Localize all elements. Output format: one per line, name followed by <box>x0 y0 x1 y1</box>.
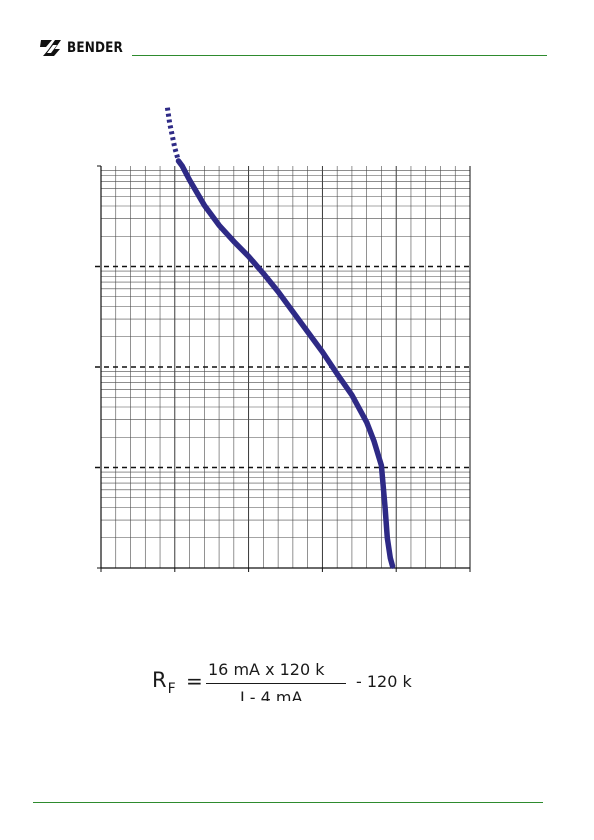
chart-series <box>164 107 396 569</box>
series-line <box>175 158 396 569</box>
bender-logo-icon <box>40 40 61 56</box>
brand-name: BENDER <box>67 40 124 56</box>
header-rule <box>132 55 547 56</box>
page-header: BENDER <box>0 0 594 70</box>
series-line-dotted <box>164 107 185 168</box>
chart-grid <box>95 165 471 572</box>
footer-rule <box>33 802 543 803</box>
